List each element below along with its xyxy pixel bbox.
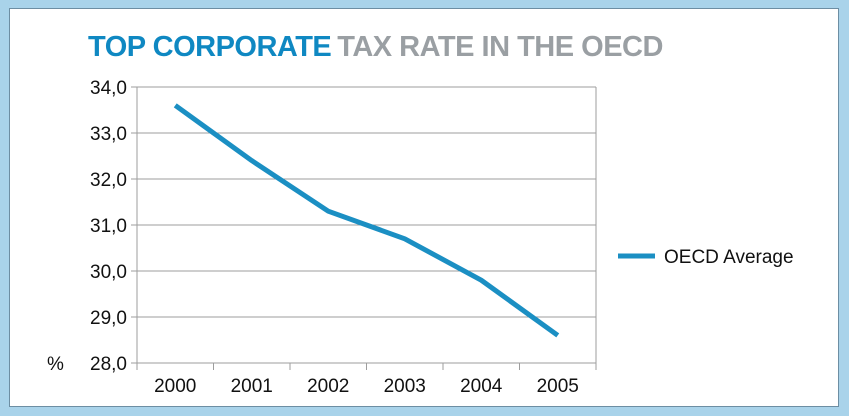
x-tick-labels: 2000 2001 2002 2003 2004 2005 bbox=[154, 376, 579, 397]
chart-panel bbox=[9, 8, 839, 407]
x-tick-label: 2002 bbox=[307, 376, 349, 397]
x-tick-label: 2005 bbox=[537, 376, 579, 397]
gridlines bbox=[137, 86, 596, 318]
y-tick-label: 28,0 bbox=[90, 354, 127, 375]
legend-label: OECD Average bbox=[664, 247, 794, 268]
y-tick-label: 30,0 bbox=[90, 262, 127, 283]
legend: OECD Average bbox=[618, 247, 794, 268]
y-tick-label: 29,0 bbox=[90, 308, 127, 329]
y-tick-label: 34,0 bbox=[90, 78, 127, 99]
series-line-0 bbox=[173, 103, 560, 338]
chart-title-rest: TAX RATE IN THE OECD bbox=[337, 31, 663, 63]
x-tick-label: 2001 bbox=[231, 376, 273, 397]
y-tick-label: 33,0 bbox=[90, 124, 127, 145]
y-tick-label: 32,0 bbox=[90, 170, 127, 191]
x-tick-label: 2004 bbox=[460, 376, 503, 397]
y-tick-labels: 34,0 33,0 32,0 31,0 30,0 29,0 28,0% bbox=[47, 78, 127, 375]
y-tick-label: 31,0 bbox=[90, 216, 127, 237]
x-tick-label: 2000 bbox=[154, 376, 196, 397]
x-tick-label: 2003 bbox=[384, 376, 426, 397]
chart-title: TOP CORPORATE TAX RATE IN THE OECD bbox=[88, 33, 663, 62]
series-lines bbox=[173, 103, 560, 338]
chart-title-strong: TOP CORPORATE bbox=[88, 31, 332, 63]
y-unit-label: % bbox=[47, 354, 64, 375]
axes bbox=[131, 86, 597, 370]
